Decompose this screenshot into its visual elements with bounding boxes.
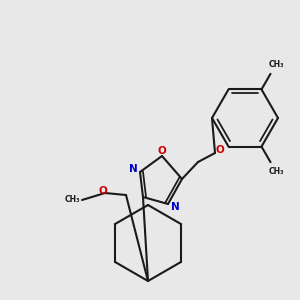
Text: N: N (171, 202, 179, 212)
Text: CH₃: CH₃ (268, 60, 284, 69)
Text: O: O (158, 146, 166, 156)
Text: CH₃: CH₃ (268, 167, 284, 176)
Text: O: O (99, 186, 107, 196)
Text: N: N (129, 164, 137, 174)
Text: CH₃: CH₃ (64, 196, 80, 205)
Text: O: O (216, 145, 224, 155)
